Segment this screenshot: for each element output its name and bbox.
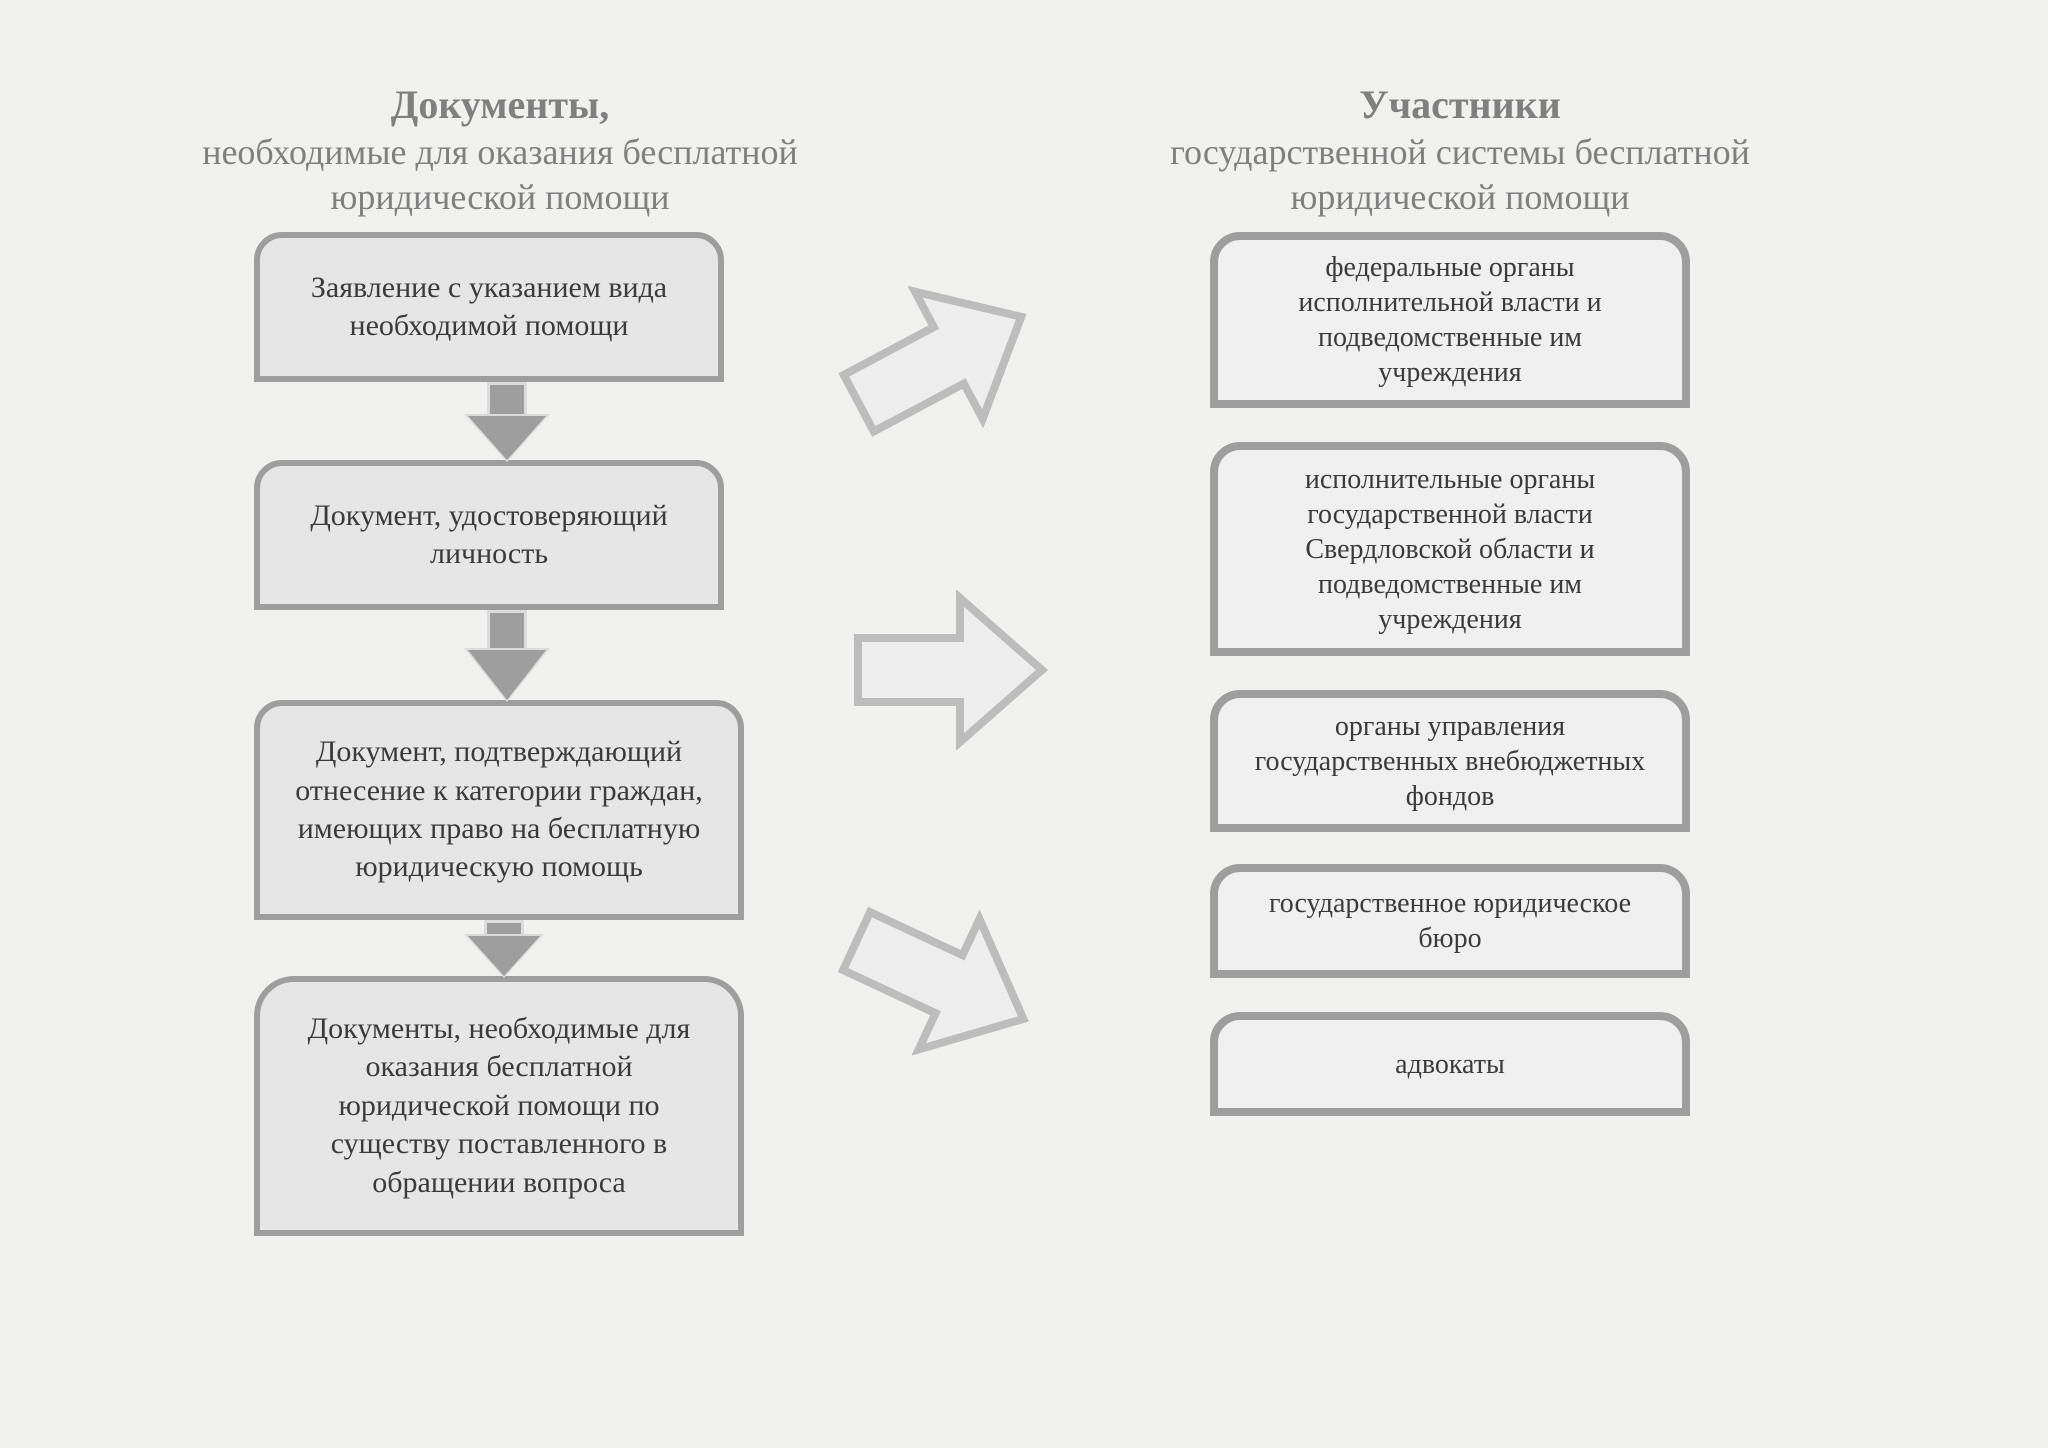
right-box-3: органы управления государственных внебюд…: [1210, 690, 1690, 832]
arrow-down-2: [468, 610, 546, 700]
left-box-1-text: Заявление с указанием вида необходимой п…: [290, 269, 688, 346]
arrow-down-3: [468, 920, 540, 976]
right-heading-line2: государственной системы бесплатной: [1080, 130, 1840, 175]
big-arrow-2: [850, 590, 1050, 750]
right-heading-bold: Участники: [1080, 80, 1840, 130]
right-box-3-text: органы управления государственных внебюд…: [1244, 709, 1656, 814]
right-heading-line3: юридической помощи: [1080, 175, 1840, 220]
diagram-page: Документы, необходимые для оказания бесп…: [0, 0, 2048, 1448]
left-heading-line3: юридической помощи: [130, 175, 870, 220]
left-box-1: Заявление с указанием вида необходимой п…: [254, 232, 724, 382]
right-box-2-text: исполнительные органы государственной вл…: [1244, 462, 1656, 637]
right-box-1: федеральные органы исполнительной власти…: [1210, 232, 1690, 408]
left-box-4-text: Документы, необходимые для оказания бесп…: [290, 1010, 708, 1202]
left-heading: Документы, необходимые для оказания бесп…: [130, 80, 870, 220]
left-box-2: Документ, удостоверяющий личность: [254, 460, 724, 610]
right-heading: Участники государственной системы беспла…: [1080, 80, 1840, 220]
right-box-4-text: государственное юридическое бюро: [1244, 886, 1656, 956]
left-box-4: Документы, необходимые для оказания бесп…: [254, 976, 744, 1236]
right-box-5: адвокаты: [1210, 1012, 1690, 1116]
left-heading-bold: Документы,: [130, 80, 870, 130]
left-box-3: Документ, подтверждающий отнесение к кат…: [254, 700, 744, 920]
left-heading-line2: необходимые для оказания бесплатной: [130, 130, 870, 175]
left-box-2-text: Документ, удостоверяющий личность: [290, 497, 688, 574]
right-box-5-text: адвокаты: [1395, 1047, 1505, 1082]
right-box-1-text: федеральные органы исполнительной власти…: [1244, 250, 1656, 390]
left-box-3-text: Документ, подтверждающий отнесение к кат…: [290, 733, 708, 887]
right-box-4: государственное юридическое бюро: [1210, 864, 1690, 978]
arrow-down-1: [468, 382, 546, 460]
big-arrow-1: [814, 242, 1066, 477]
right-box-2: исполнительные органы государственной вл…: [1210, 442, 1690, 656]
big-arrow-3: [816, 865, 1065, 1095]
